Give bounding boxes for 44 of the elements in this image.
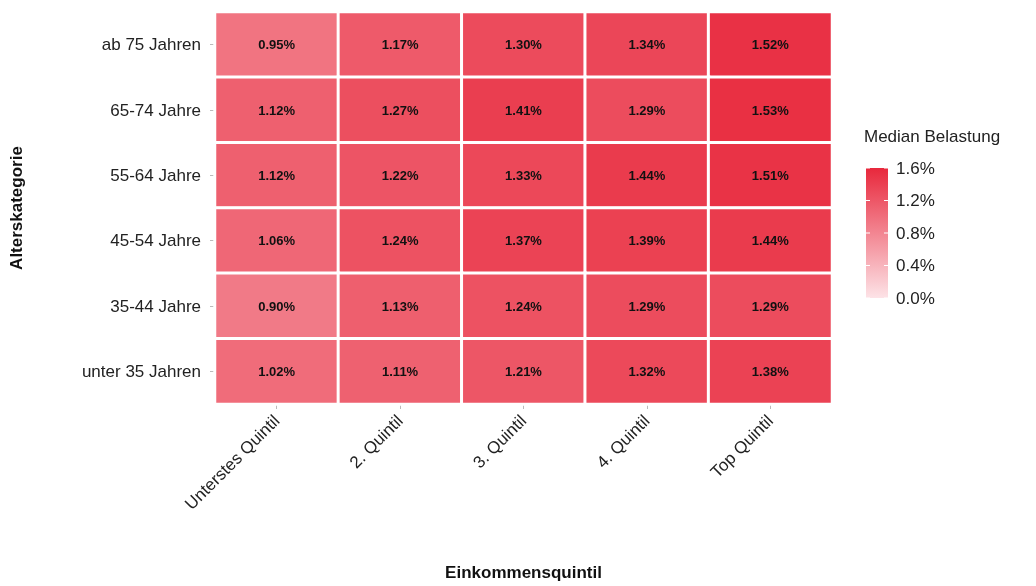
data-label: 1.29% bbox=[751, 298, 790, 314]
y-axis-title: Alterskategorie bbox=[7, 146, 26, 270]
y-tick-label: unter 35 Jahren bbox=[81, 361, 201, 381]
data-label: 1.34% bbox=[628, 37, 666, 53]
y-tick-label: 55-64 Jahre bbox=[110, 165, 201, 185]
data-label: 1.06% bbox=[258, 233, 296, 249]
legend-title: Median Belastung bbox=[864, 127, 1001, 146]
x-axis-title: Einkommensquintil bbox=[445, 563, 602, 582]
color-bar-label: 0.8% bbox=[896, 223, 935, 243]
data-label: 1.44% bbox=[628, 167, 666, 183]
data-label: 1.02% bbox=[258, 363, 296, 379]
data-label: 1.53% bbox=[751, 102, 790, 118]
color-bar-label: 0.0% bbox=[896, 288, 935, 308]
data-label: 1.12% bbox=[258, 167, 296, 183]
data-label: 1.24% bbox=[381, 233, 419, 249]
data-label: 1.41% bbox=[505, 102, 543, 118]
data-label: 1.17% bbox=[381, 37, 419, 53]
data-label: 1.21% bbox=[505, 363, 543, 379]
color-bar-label: 1.6% bbox=[896, 158, 935, 178]
y-tick-label: 35-44 Jahre bbox=[110, 296, 201, 316]
data-label: 1.51% bbox=[751, 167, 790, 183]
data-label: 1.38% bbox=[751, 363, 790, 379]
y-tick-label: 45-54 Jahre bbox=[110, 231, 201, 251]
y-tick-label: 65-74 Jahre bbox=[110, 100, 201, 120]
data-label: 1.29% bbox=[628, 102, 666, 118]
data-label: 1.52% bbox=[751, 37, 790, 53]
data-label: 0.95% bbox=[258, 37, 296, 53]
data-label: 1.27% bbox=[381, 102, 419, 118]
data-label: 1.22% bbox=[381, 167, 419, 183]
y-tick-label: ab 75 Jahren bbox=[101, 35, 201, 55]
color-bar-label: 1.2% bbox=[896, 191, 935, 210]
color-bar-label: 0.4% bbox=[896, 256, 935, 275]
data-label: 1.13% bbox=[381, 298, 419, 314]
data-label: 0.90% bbox=[258, 298, 296, 314]
data-label: 1.32% bbox=[628, 363, 666, 379]
data-label: 1.33% bbox=[505, 167, 543, 183]
data-label: 1.44% bbox=[751, 233, 790, 249]
data-label: 1.12% bbox=[258, 102, 296, 118]
data-label: 1.37% bbox=[505, 233, 543, 249]
data-label: 1.11% bbox=[382, 363, 419, 379]
data-label: 1.29% bbox=[628, 298, 666, 314]
data-label: 1.39% bbox=[628, 233, 666, 249]
data-label: 1.30% bbox=[505, 37, 543, 53]
data-label: 1.24% bbox=[505, 298, 543, 314]
